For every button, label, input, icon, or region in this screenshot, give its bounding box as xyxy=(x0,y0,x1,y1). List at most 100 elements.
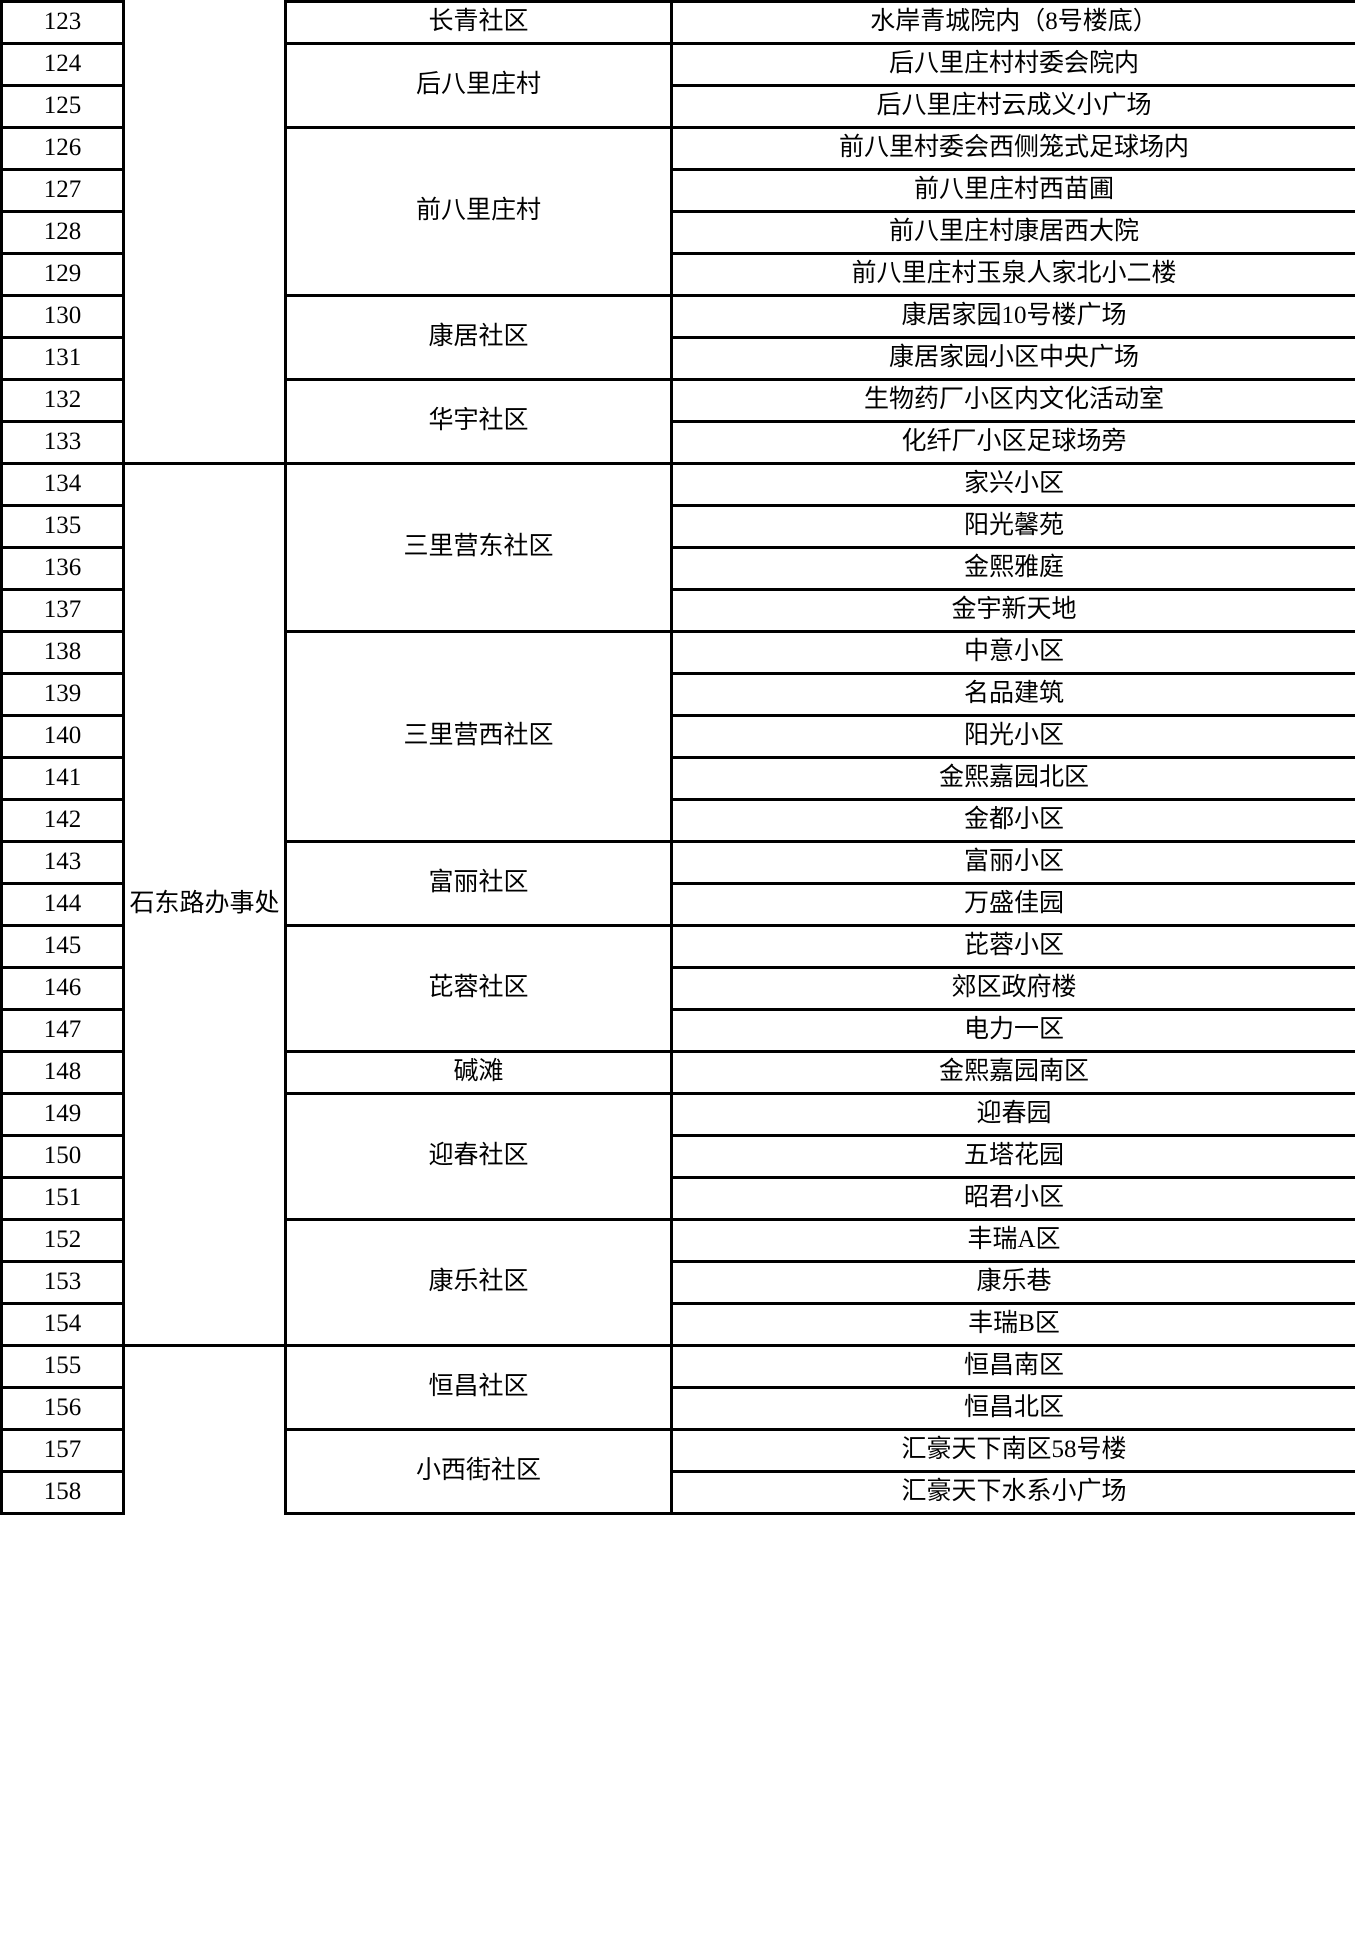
table-row: 136 金熙雅庭 xyxy=(0,546,1355,591)
table-row: 155 恒昌社区 恒昌南区 xyxy=(0,1344,1355,1514)
table-row: 149 迎春社区 迎春园 xyxy=(0,1092,1355,1221)
table-row: 125 后八里庄村云成义小广场 xyxy=(0,84,1355,129)
venue-address-cell: 昭君小区 xyxy=(670,1176,1355,1221)
row-serial-number: 123 xyxy=(0,0,125,45)
row-serial-number: 135 xyxy=(0,504,125,549)
table-row: 124 后八里庄村 后八里庄村村委会院内 xyxy=(0,42,1355,129)
community-name-cell: 康乐社区 xyxy=(284,1218,673,1347)
table-row: 133 化纤厂小区足球场旁 xyxy=(0,420,1355,465)
venue-address-cell: 生物药厂小区内文化活动室 xyxy=(670,378,1355,423)
venue-address-cell: 前八里庄村康居西大院 xyxy=(670,210,1355,255)
row-serial-number: 126 xyxy=(0,126,125,171)
row-serial-number: 125 xyxy=(0,84,125,129)
venue-address-cell: 丰瑞B区 xyxy=(670,1302,1355,1347)
community-name-cell: 长青社区 xyxy=(284,0,673,45)
venue-address-cell: 芘蓉小区 xyxy=(670,924,1355,969)
venue-address-cell: 恒昌南区 xyxy=(670,1344,1355,1389)
venue-address-cell: 名品建筑 xyxy=(670,672,1355,717)
row-serial-number: 155 xyxy=(0,1344,125,1389)
venue-address-cell: 阳光馨苑 xyxy=(670,504,1355,549)
row-serial-number: 158 xyxy=(0,1470,125,1515)
community-name-cell: 迎春社区 xyxy=(284,1092,673,1221)
row-serial-number: 152 xyxy=(0,1218,125,1263)
venue-address-cell: 金都小区 xyxy=(670,798,1355,843)
venue-address-cell: 汇豪天下水系小广场 xyxy=(670,1470,1355,1515)
venue-address-cell: 前八里村委会西侧笼式足球场内 xyxy=(670,126,1355,171)
row-serial-number: 148 xyxy=(0,1050,125,1095)
community-name-cell: 华宇社区 xyxy=(284,378,673,465)
venue-table: 123 长青社区 水岸青城院内（8号楼底） 124 后八里庄村 后八里庄村村委会院内 125… xyxy=(0,0,1355,1515)
row-serial-number: 150 xyxy=(0,1134,125,1179)
row-serial-number: 156 xyxy=(0,1386,125,1431)
table-row: 156 恒昌北区 xyxy=(0,1386,1355,1431)
row-serial-number: 149 xyxy=(0,1092,125,1137)
table-row: 140 阳光小区 xyxy=(0,714,1355,759)
table-row: 141 金熙嘉园北区 xyxy=(0,756,1355,801)
community-name-cell: 前八里庄村 xyxy=(284,126,673,297)
venue-address-cell: 康乐巷 xyxy=(670,1260,1355,1305)
office-name-cell-empty xyxy=(122,1,287,465)
row-serial-number: 140 xyxy=(0,714,125,759)
table-row: 131 康居家园小区中央广场 xyxy=(0,336,1355,381)
table-row: 134 石东路办事处 三里营东社区 家兴小区 xyxy=(0,462,1355,1347)
table-row: 148 碱滩 金熙嘉园南区 xyxy=(0,1050,1355,1095)
table-row: 146 郊区政府楼 xyxy=(0,966,1355,1011)
venue-address-cell: 前八里庄村西苗圃 xyxy=(670,168,1355,213)
row-serial-number: 131 xyxy=(0,336,125,381)
table-row: 157 小西街社区 汇豪天下南区58号楼 xyxy=(0,1428,1355,1515)
venue-address-cell: 电力一区 xyxy=(670,1008,1355,1053)
row-serial-number: 142 xyxy=(0,798,125,843)
table-row: 126 前八里庄村 前八里村委会西侧笼式足球场内 xyxy=(0,126,1355,297)
venue-address-cell: 水岸青城院内（8号楼底） xyxy=(670,0,1355,45)
table-row: 154 丰瑞B区 xyxy=(0,1302,1355,1347)
table-row: 144 万盛佳园 xyxy=(0,882,1355,927)
table-row: 143 富丽社区 富丽小区 xyxy=(0,840,1355,927)
venue-address-cell: 金熙雅庭 xyxy=(670,546,1355,591)
venue-address-cell: 化纤厂小区足球场旁 xyxy=(670,420,1355,465)
row-serial-number: 139 xyxy=(0,672,125,717)
office-name-cell-empty xyxy=(122,1344,287,1514)
row-serial-number: 157 xyxy=(0,1428,125,1473)
community-name-cell: 富丽社区 xyxy=(284,840,673,927)
table-row: 127 前八里庄村西苗圃 xyxy=(0,168,1355,213)
community-name-cell: 碱滩 xyxy=(284,1050,673,1095)
row-serial-number: 153 xyxy=(0,1260,125,1305)
venue-address-cell: 后八里庄村村委会院内 xyxy=(670,42,1355,87)
venue-address-cell: 迎春园 xyxy=(670,1092,1355,1137)
row-serial-number: 134 xyxy=(0,462,125,507)
venue-address-cell: 家兴小区 xyxy=(670,462,1355,507)
office-label: 石东路办事处 xyxy=(129,890,280,918)
row-serial-number: 136 xyxy=(0,546,125,591)
row-serial-number: 124 xyxy=(0,42,125,87)
row-serial-number: 130 xyxy=(0,294,125,339)
community-name-cell: 三里营东社区 xyxy=(284,462,673,633)
community-name-cell: 小西街社区 xyxy=(284,1428,673,1515)
row-serial-number: 129 xyxy=(0,252,125,297)
venue-address-cell: 前八里庄村玉泉人家北小二楼 xyxy=(670,252,1355,297)
venue-address-cell: 康居家园10号楼广场 xyxy=(670,294,1355,339)
community-name-cell: 芘蓉社区 xyxy=(284,924,673,1053)
venue-address-cell: 郊区政府楼 xyxy=(670,966,1355,1011)
row-serial-number: 138 xyxy=(0,630,125,675)
venue-address-cell: 金熙嘉园南区 xyxy=(670,1050,1355,1095)
row-serial-number: 137 xyxy=(0,588,125,633)
row-serial-number: 144 xyxy=(0,882,125,927)
venue-address-cell: 富丽小区 xyxy=(670,840,1355,885)
venue-address-cell: 后八里庄村云成义小广场 xyxy=(670,84,1355,129)
community-name-cell: 三里营西社区 xyxy=(284,630,673,843)
row-serial-number: 141 xyxy=(0,756,125,801)
venue-address-cell: 丰瑞A区 xyxy=(670,1218,1355,1263)
table-row: 123 长青社区 水岸青城院内（8号楼底） xyxy=(0,0,1355,465)
row-serial-number: 146 xyxy=(0,966,125,1011)
table-body: 123 长青社区 水岸青城院内（8号楼底） 124 后八里庄村 后八里庄村村委会院内 125… xyxy=(0,0,1355,1515)
table-row: 132 华宇社区 生物药厂小区内文化活动室 xyxy=(0,378,1355,465)
table-row: 138 三里营西社区 中意小区 xyxy=(0,630,1355,843)
row-serial-number: 133 xyxy=(0,420,125,465)
venue-address-cell: 金熙嘉园北区 xyxy=(670,756,1355,801)
community-name-cell: 后八里庄村 xyxy=(284,42,673,129)
community-name-cell: 康居社区 xyxy=(284,294,673,381)
table-row: 130 康居社区 康居家园10号楼广场 xyxy=(0,294,1355,381)
venue-address-cell: 万盛佳园 xyxy=(670,882,1355,927)
row-serial-number: 132 xyxy=(0,378,125,423)
